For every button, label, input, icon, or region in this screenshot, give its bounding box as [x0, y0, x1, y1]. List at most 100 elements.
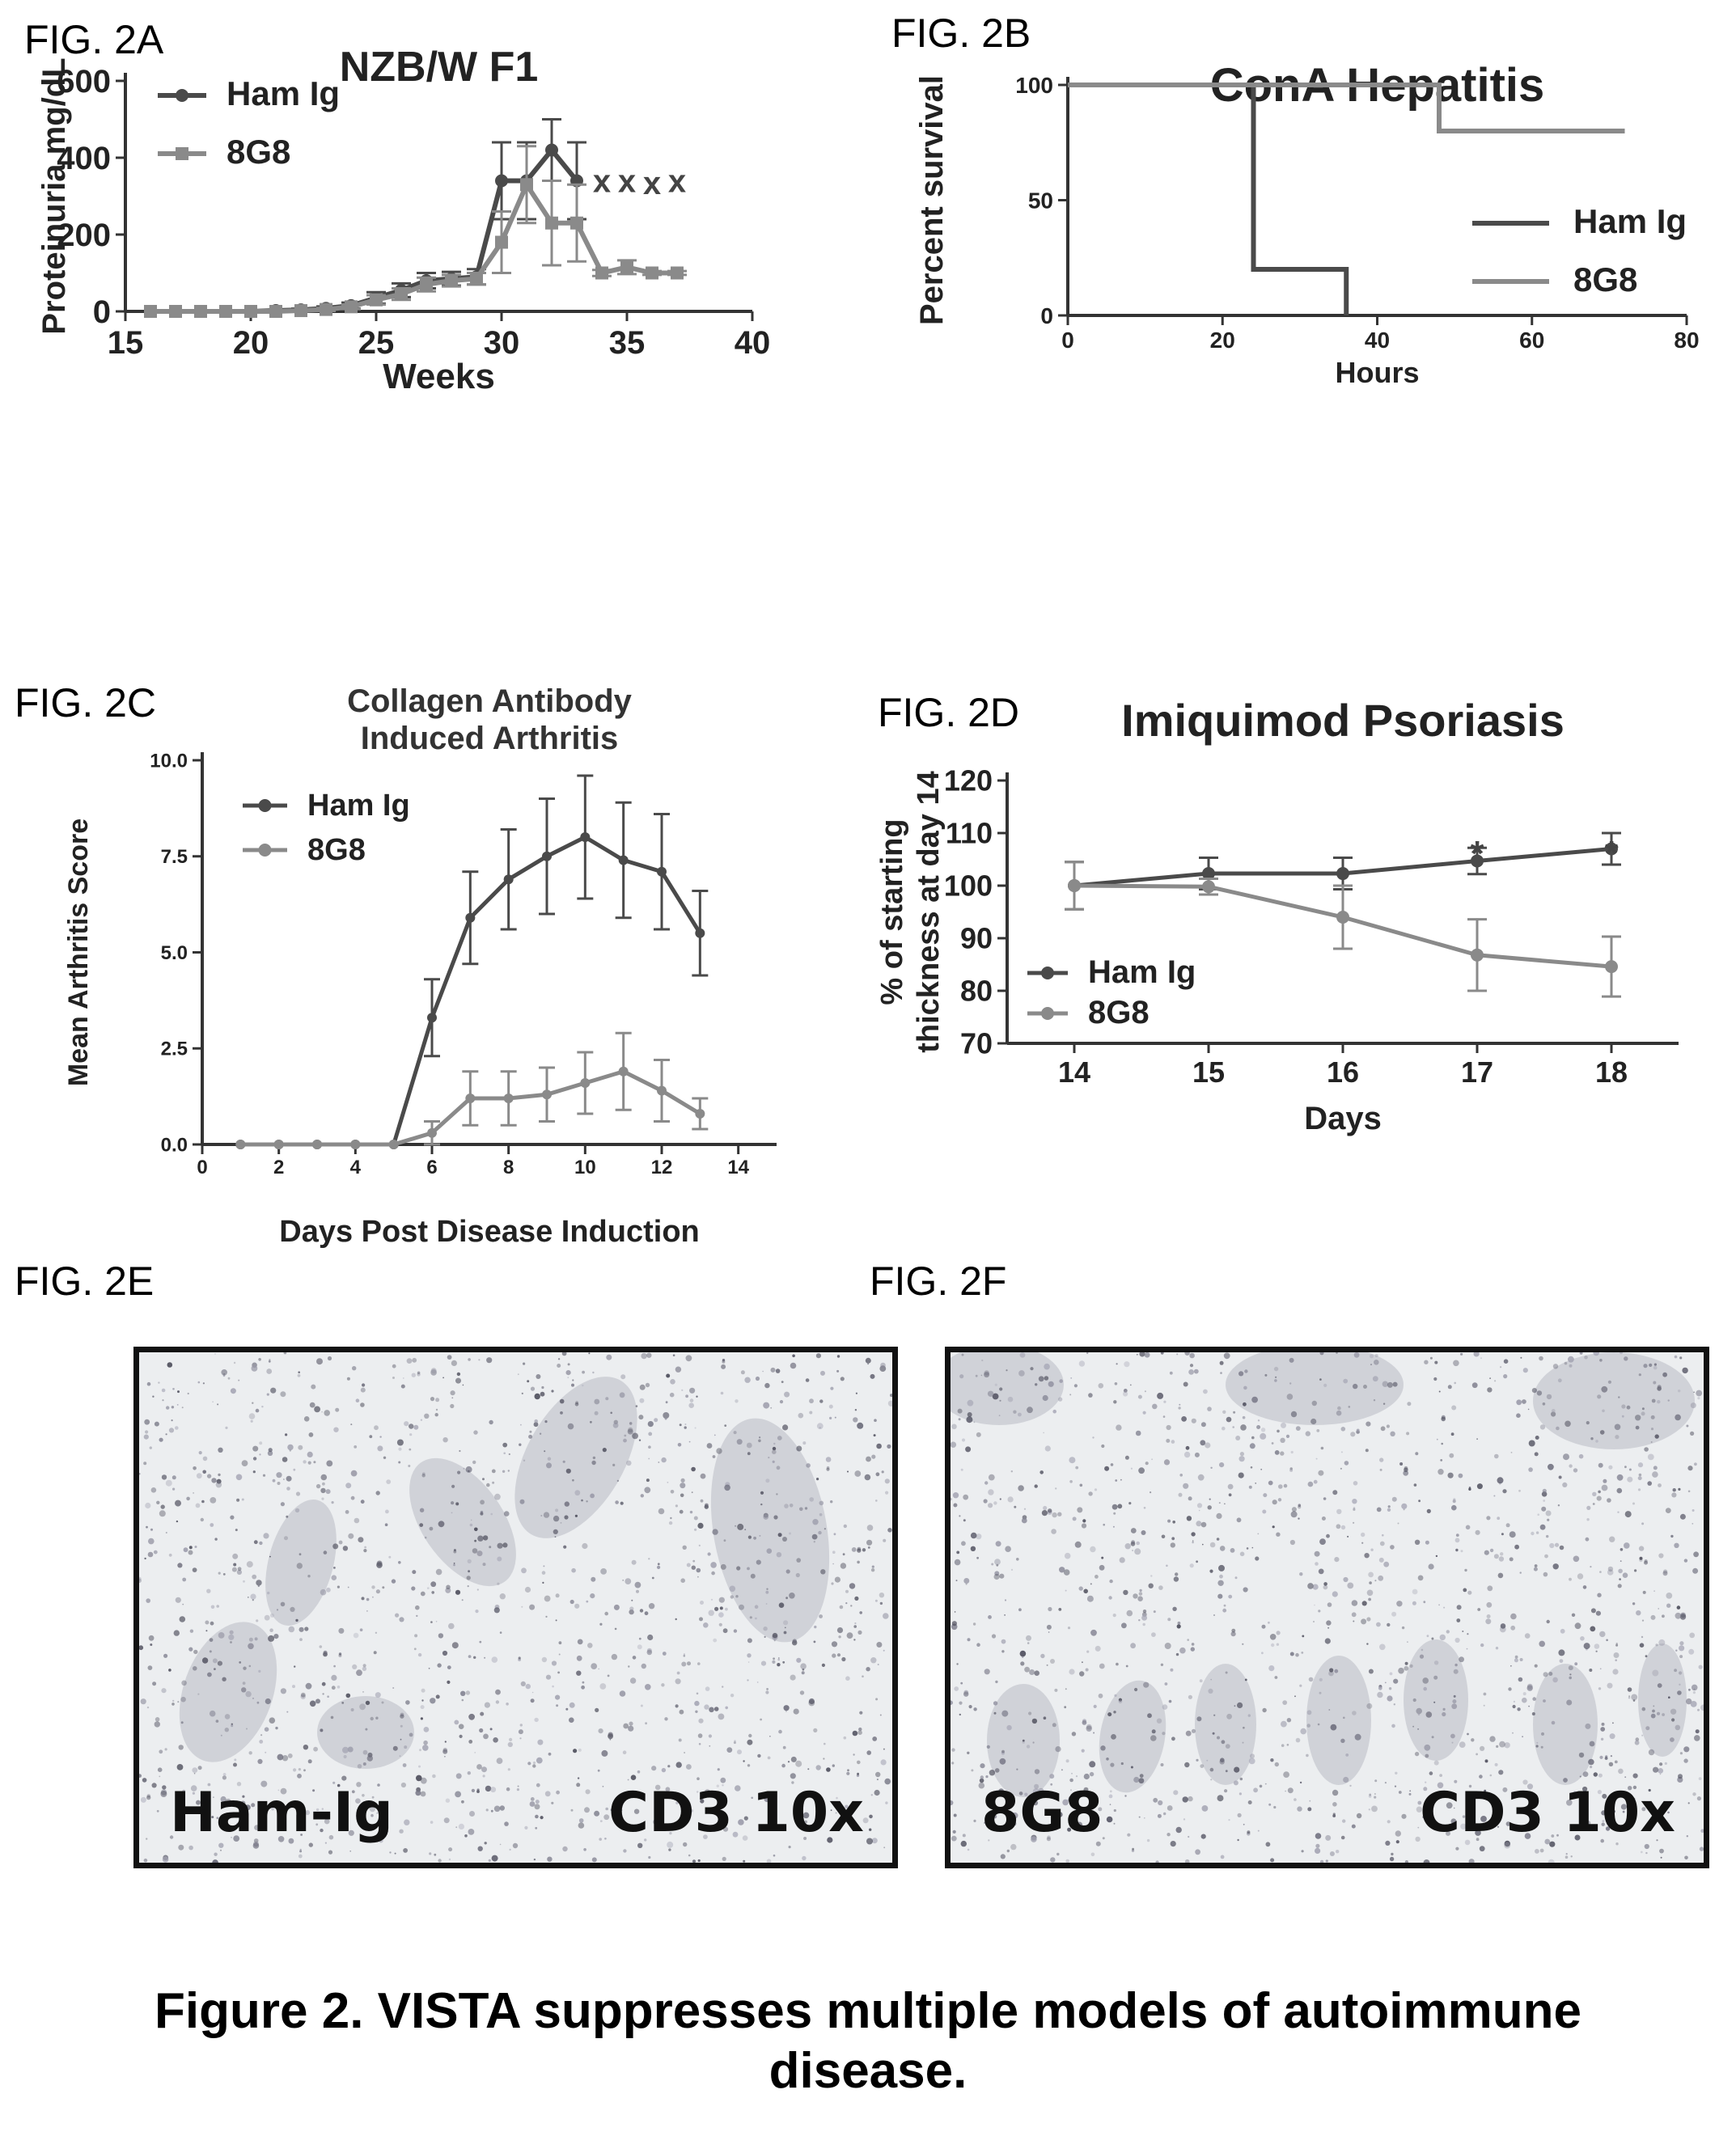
data-point: [695, 928, 705, 938]
data-point: [545, 216, 558, 230]
x-tick-label: 40: [735, 325, 771, 361]
data-point: [1605, 842, 1618, 856]
data-point: [1068, 879, 1081, 892]
legend-marker: [258, 799, 272, 812]
data-point: [269, 305, 282, 318]
data-point: [470, 272, 483, 286]
annotation-mark: *: [1470, 834, 1484, 874]
y-axis-label: Proteinuria mg/dL: [36, 57, 72, 334]
fig-2f-label: FIG. 2F: [870, 1258, 1007, 1304]
micrograph-ham-ig: Ham-Ig CD3 10x: [133, 1347, 898, 1868]
data-point: [646, 266, 658, 280]
data-point: [657, 866, 667, 877]
legend-label: 8G8: [227, 133, 290, 171]
data-point: [345, 300, 358, 314]
annotation-mark: x: [618, 164, 636, 200]
y-tick-label: 0.0: [161, 1134, 188, 1156]
x-tick-label: 16: [1327, 1055, 1359, 1089]
x-tick-label: 30: [484, 325, 520, 361]
tissue-structure: [1533, 1352, 1695, 1449]
data-point: [620, 260, 633, 274]
y-tick-label: 7.5: [161, 846, 188, 868]
tissue-structure: [951, 1352, 1064, 1425]
data-point: [1336, 911, 1349, 924]
x-tick-label: 0: [1061, 328, 1074, 353]
x-tick-label: 14: [727, 1157, 749, 1178]
tissue-structure: [710, 1418, 830, 1643]
legend-label: Ham Ig: [1573, 202, 1687, 240]
chart-2d-imiquimod: Imiquimod Psoriasis 14 15 16 17 18 70 80 90 100 11…: [875, 696, 1679, 1136]
legend-marker: [176, 147, 188, 160]
legend-label: Ham Ig: [1088, 954, 1196, 990]
tissue-structure: [1195, 1664, 1256, 1785]
data-point: [1471, 854, 1484, 868]
y-tick-label: 70: [960, 1027, 993, 1060]
legend-marker: [258, 844, 272, 857]
legend-marker: [176, 89, 188, 102]
x-tick-label: 4: [350, 1157, 362, 1178]
data-point: [235, 1140, 246, 1149]
fig-2a-label: FIG. 2A: [24, 17, 164, 62]
annotation-mark: x: [643, 166, 661, 201]
legend-marker: [1041, 967, 1054, 979]
y-tick-label: 120: [944, 764, 993, 797]
data-point: [545, 143, 558, 157]
data-point: [219, 305, 232, 318]
tissue-structure: [317, 1696, 414, 1769]
data-point: [244, 305, 257, 318]
data-point: [618, 1066, 629, 1077]
y-tick-label: 110: [946, 817, 993, 850]
y-tick-label: 200: [57, 218, 111, 253]
data-point: [312, 1140, 322, 1149]
data-point: [320, 302, 332, 316]
data-point: [420, 277, 433, 291]
x-tick-label: 40: [1365, 328, 1390, 353]
data-point: [542, 851, 552, 861]
cell-speckles: [951, 1352, 1704, 1863]
data-point: [273, 1140, 284, 1149]
data-point: [1336, 867, 1349, 881]
data-point: [580, 1078, 591, 1088]
legend-label: Ham Ig: [307, 789, 410, 823]
data-point: [294, 304, 307, 318]
x-tick-label: 17: [1461, 1055, 1493, 1089]
series-line-ham-ig: [1068, 82, 1349, 315]
data-point: [395, 287, 408, 301]
x-tick-label: 15: [1192, 1055, 1225, 1089]
x-tick-label: 20: [1210, 328, 1235, 353]
y-tick-label: 2.5: [161, 1039, 188, 1060]
data-point: [350, 1140, 361, 1149]
annotation-mark: x: [668, 164, 686, 200]
tissue-structure: [409, 1457, 516, 1587]
chart-title-line: Induced Arthritis: [361, 721, 619, 756]
data-point: [194, 305, 207, 318]
data-point: [144, 305, 157, 318]
data-point: [427, 1013, 437, 1023]
x-tick-label: 10: [574, 1157, 596, 1178]
legend-label: 8G8: [307, 833, 366, 867]
micrograph-right-label: CD3 10x: [1420, 1781, 1675, 1845]
data-point: [657, 1085, 667, 1096]
series-line-8g8: [150, 179, 677, 314]
micrograph-8g8: 8G8 CD3 10x: [945, 1347, 1709, 1868]
cell-speckles: [139, 1352, 892, 1863]
legend-label: Ham Ig: [227, 74, 340, 112]
y-tick-label: 0: [1040, 303, 1053, 328]
data-point: [495, 235, 508, 249]
y-axis-label: Mean Arthritis Score: [63, 819, 94, 1086]
data-point: [580, 832, 591, 842]
y-tick-label: 100: [1015, 73, 1053, 98]
data-point: [388, 1140, 399, 1149]
data-point: [465, 912, 476, 923]
tissue-structure: [1226, 1352, 1404, 1425]
x-tick-label: 80: [1674, 328, 1699, 353]
data-point: [503, 1093, 514, 1103]
data-point: [542, 1089, 552, 1100]
x-tick-label: 8: [503, 1157, 514, 1178]
tissue-structure: [1306, 1656, 1371, 1785]
data-point: [1202, 880, 1215, 894]
annotation-mark: x: [593, 164, 611, 200]
y-tick-label: 0: [93, 294, 111, 330]
data-point: [671, 266, 684, 280]
